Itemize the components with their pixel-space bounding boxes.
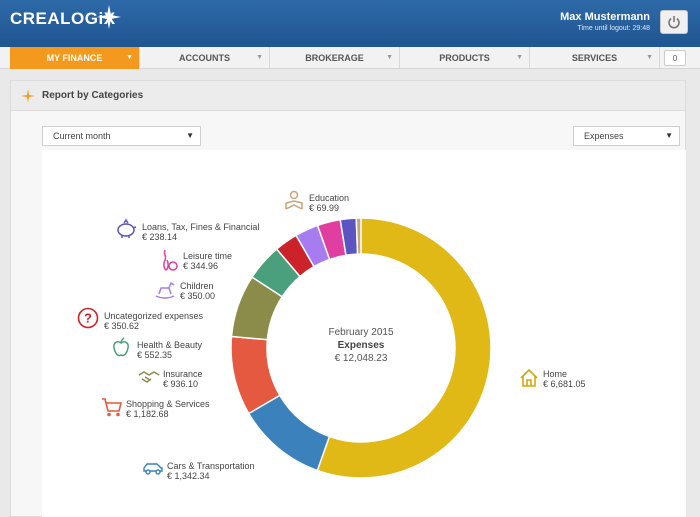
nav-accounts[interactable]: ACCOUNTS ▼ [140,47,270,69]
legend-name: Shopping & Services [126,399,210,409]
chart-summary: February 2015 Expenses € 12,048.23 [300,327,422,364]
summary-month: February 2015 [328,327,394,338]
legend-name: Health & Beauty [137,340,203,350]
chevron-down-icon: ▼ [386,54,393,61]
dropdown-arrow-icon: ▼ [665,131,673,140]
nav-label: BROKERAGE [305,53,364,63]
notification-badge[interactable]: 0 [664,50,686,66]
legend-leisure[interactable]: Leisure time € 344.96 [183,251,232,271]
legend-amount: € 238.14 [142,232,178,242]
nav-products[interactable]: PRODUCTS ▼ [400,47,530,69]
star-logo-icon [97,5,121,29]
logout-timer: Time until logout: 29:48 [577,25,650,32]
logout-button[interactable] [660,10,688,34]
cart-icon [102,398,123,417]
type-select[interactable]: Expenses ▼ [573,126,680,146]
chevron-down-icon: ▼ [516,54,523,61]
legend-amount: € 6,681.05 [543,379,586,389]
nav-my-finance[interactable]: MY FINANCE ▼ [10,47,140,69]
type-value: Expenses [584,131,624,141]
panel-title: Report by Categories [42,90,144,101]
legend-education[interactable]: Education € 69.99 [309,193,349,213]
legend-amount: € 552.35 [137,350,173,360]
legend-loans[interactable]: Loans, Tax, Fines & Financial € 238.14 [142,222,259,242]
home-icon [520,368,538,387]
dropdown-arrow-icon: ▼ [186,131,194,140]
car-icon [143,463,163,475]
legend-amount: € 1,182.68 [126,409,169,419]
svg-text:?: ? [84,311,92,326]
main-nav: MY FINANCE ▼ ACCOUNTS ▼ BROKERAGE ▼ PRODUCT… [0,47,700,69]
period-value: Current month [53,131,111,141]
legend-amount: € 1,342.34 [167,471,210,481]
legend-name: Children [180,281,214,291]
legend-amount: € 350.62 [104,321,140,331]
legend-home[interactable]: Home € 6,681.05 [543,369,586,389]
period-select[interactable]: Current month ▼ [42,126,201,146]
reader-icon [285,190,303,210]
nav-label: PRODUCTS [439,53,490,63]
legend-amount: € 350.00 [180,291,216,301]
star-icon [21,89,35,103]
panel-header: Report by Categories [11,81,685,111]
legend-name: Loans, Tax, Fines & Financial [142,222,260,232]
nav-label: SERVICES [571,53,618,63]
summary-type: Expenses [337,340,385,351]
legend-cars[interactable]: Cars & Transportation € 1,342.34 [167,461,255,481]
user-name: Max Mustermann [560,11,650,23]
power-icon [668,16,680,29]
nav-label: MY FINANCE [46,53,103,63]
nav-brokerage[interactable]: BROKERAGE ▼ [270,47,400,69]
legend-name: Insurance [163,369,203,379]
legend-amount: € 936.10 [163,379,199,389]
piggy-bank-icon [117,218,137,238]
legend-name: Education [309,193,350,203]
legend-name: Home [543,369,568,379]
chevron-down-icon: ▼ [126,54,133,61]
legend-uncategorized[interactable]: Uncategorized expenses € 350.62 [104,311,203,331]
chevron-down-icon: ▼ [646,54,653,61]
apple-icon [113,337,129,357]
legend-amount: € 344.96 [183,261,219,271]
question-icon: ? [77,307,99,329]
donut-slice-education[interactable] [355,217,362,255]
donut-slice-home[interactable] [316,217,492,479]
legend-health[interactable]: Health & Beauty € 552.35 [137,340,202,360]
rocking-horse-icon [155,281,175,299]
user-info: Max Mustermann Time until logout: 29:48 [560,11,650,32]
brand-logo[interactable]: CREALOGiX [10,9,116,28]
legend-insurance[interactable]: Insurance € 936.10 [163,369,203,389]
nav-label: ACCOUNTS [179,53,230,63]
top-bar: CREALOGiX Max Mustermann Time until logo… [0,0,700,47]
handshake-icon [138,371,160,383]
chevron-down-icon: ▼ [256,54,263,61]
expenses-donut-chart [230,217,492,479]
summary-total: € 12,048.23 [334,353,388,364]
bowling-icon [163,249,178,271]
nav-services[interactable]: SERVICES ▼ [530,47,660,69]
legend-name: Uncategorized expenses [104,311,204,321]
legend-children[interactable]: Children € 350.00 [180,281,215,301]
legend-name: Leisure time [183,251,233,261]
legend-shopping[interactable]: Shopping & Services € 1,182.68 [126,399,210,419]
legend-name: Cars & Transportation [167,461,255,471]
legend-amount: € 69.99 [309,203,340,213]
